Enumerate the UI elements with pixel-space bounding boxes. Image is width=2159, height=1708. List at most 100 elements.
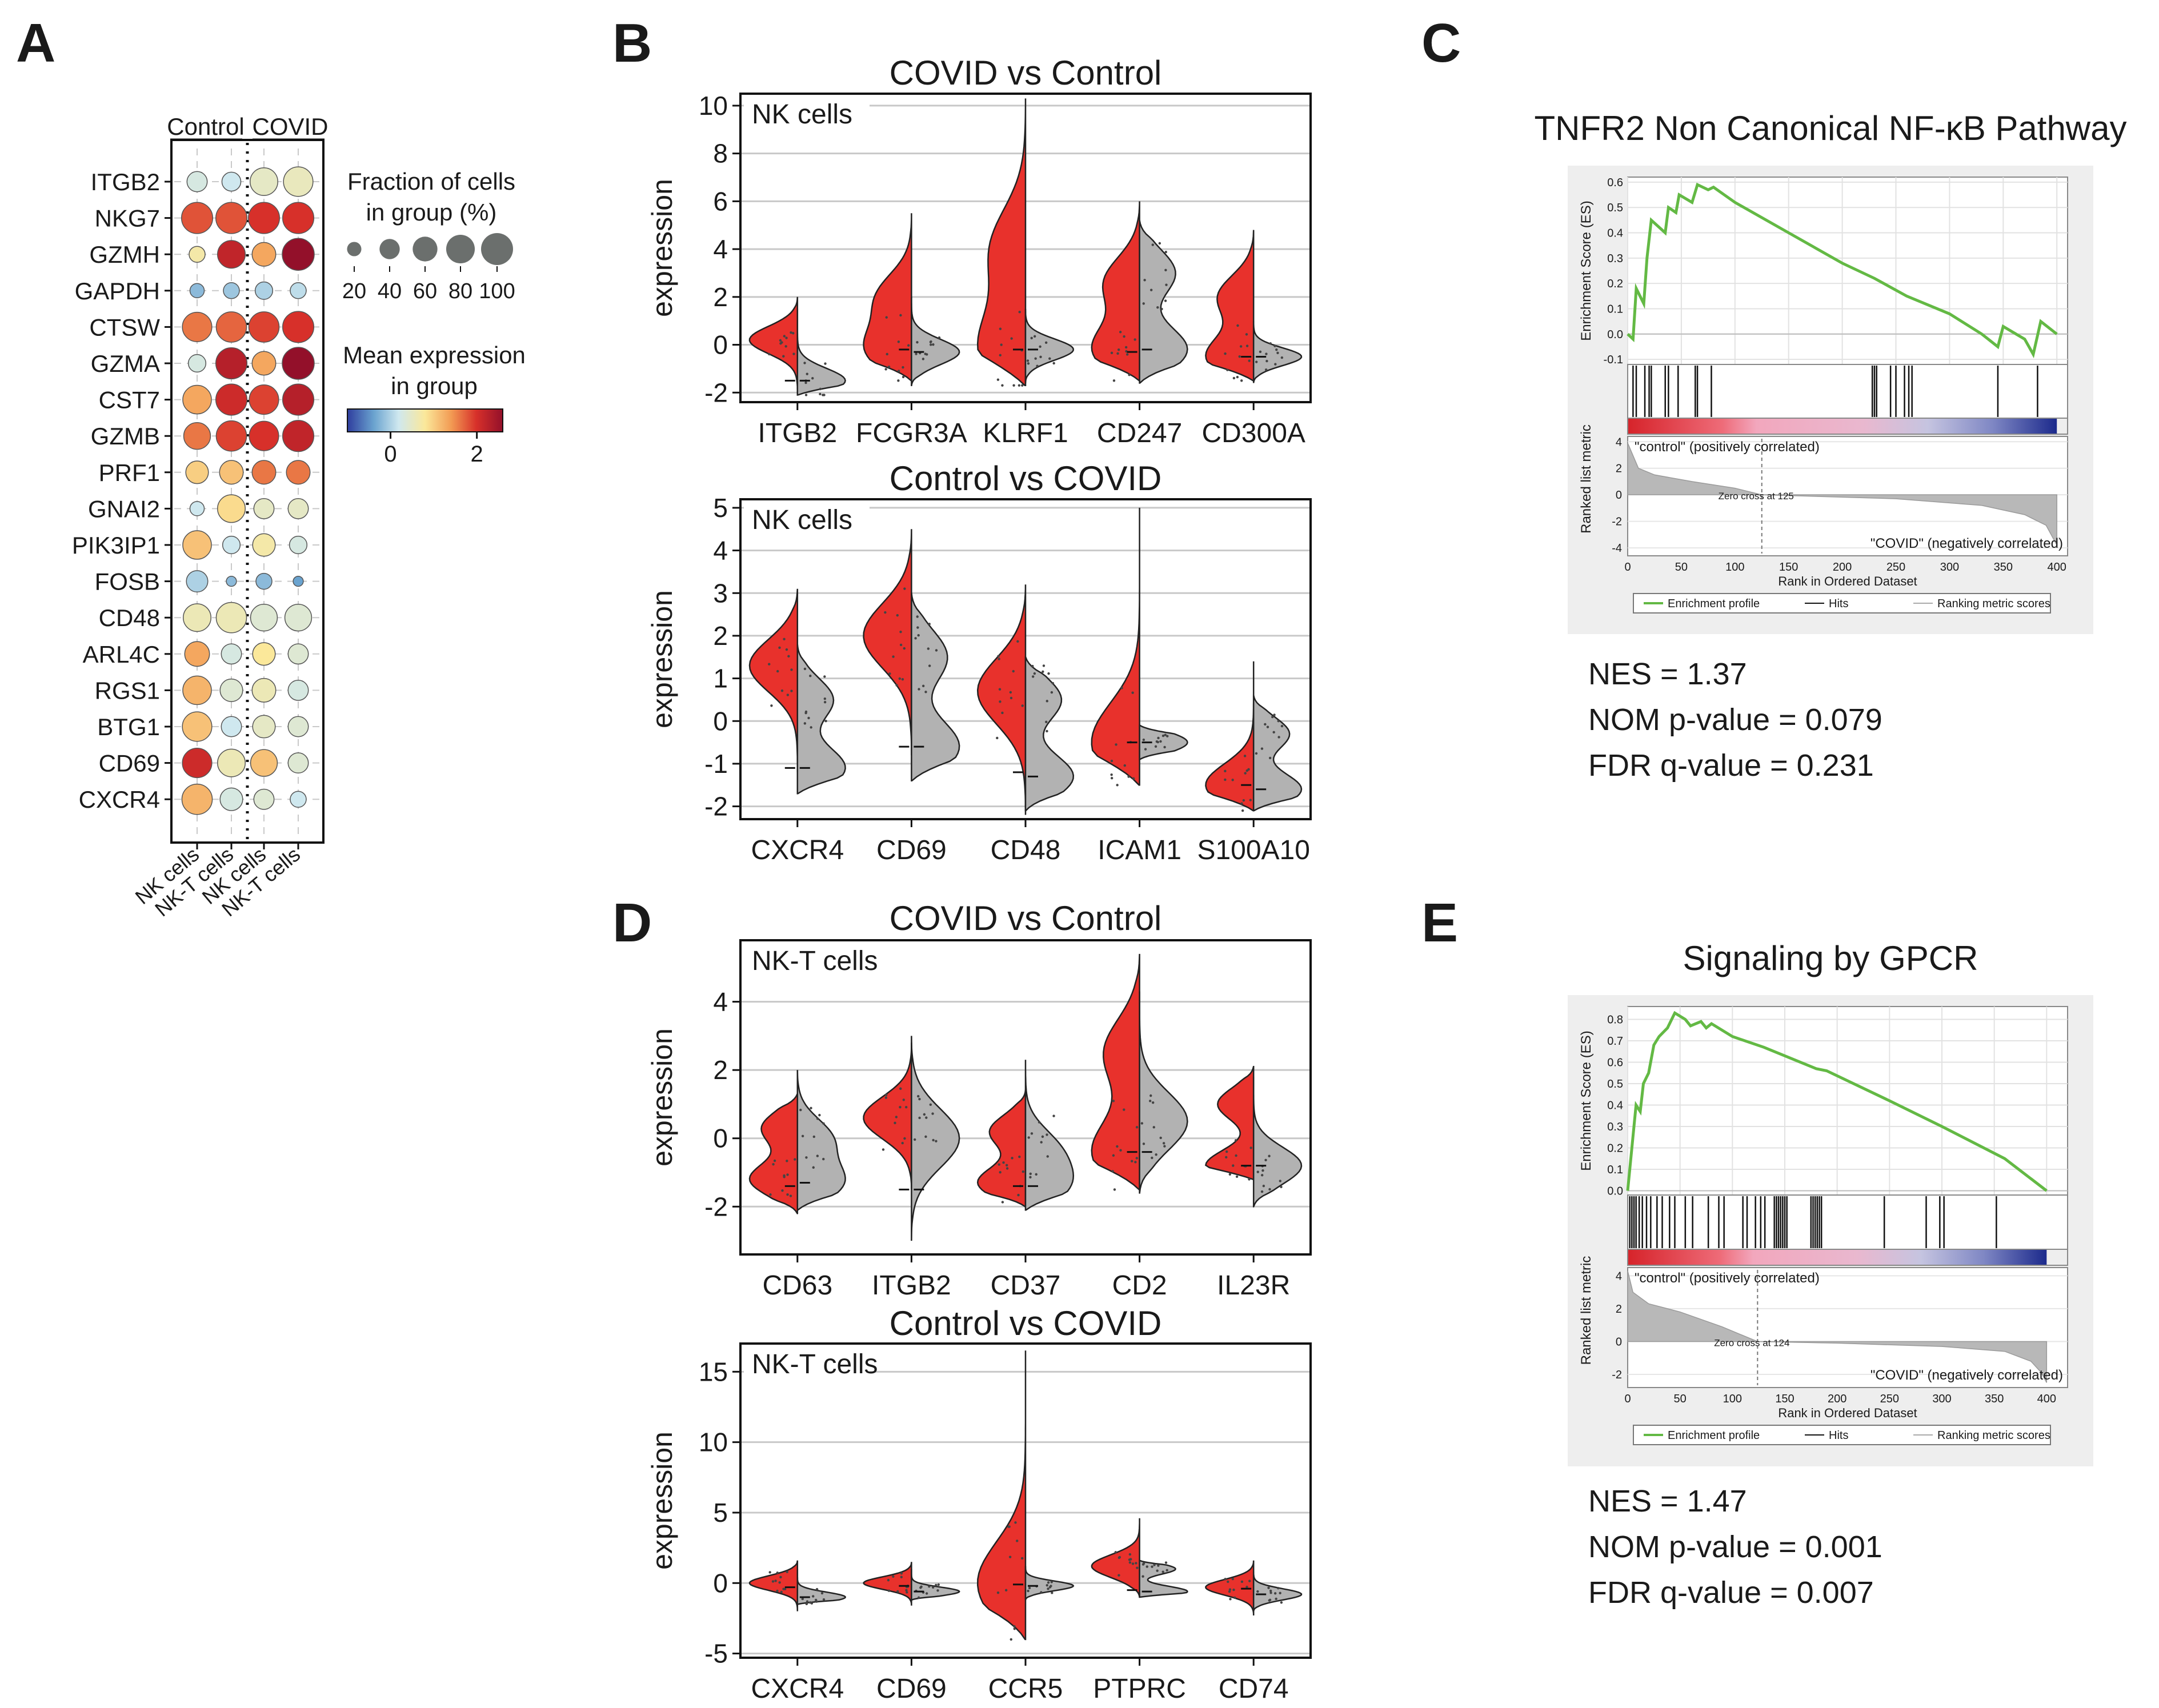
violin-point xyxy=(1266,725,1269,728)
violin-ytick-label: 3 xyxy=(713,578,728,608)
violin-xtick-label: ITGB2 xyxy=(872,1270,951,1301)
violin-point xyxy=(1116,1145,1119,1148)
gsea-es-ytick: 0.5 xyxy=(1607,1078,1623,1090)
violin-point xyxy=(1144,748,1147,751)
violin-point xyxy=(1166,735,1169,737)
gsea-es-area xyxy=(1627,177,2068,365)
violin-point xyxy=(927,647,930,650)
violin-xtick-label: KLRF1 xyxy=(983,418,1068,448)
violin-xtick-label: S100A10 xyxy=(1197,835,1310,865)
violin-celltype-label: NK-T cells xyxy=(752,946,878,976)
dotplot-dot xyxy=(282,202,315,234)
color-legend-title-1: Mean expression xyxy=(343,342,526,368)
violin-point xyxy=(1159,1136,1162,1140)
violin-point xyxy=(803,667,807,671)
violin-frame xyxy=(739,1342,1312,1659)
violin-point xyxy=(1034,357,1037,360)
violin-ytick-label: 1 xyxy=(713,664,728,693)
violin-point xyxy=(1123,1108,1125,1111)
violin-half-right xyxy=(796,1569,846,1605)
dotplot-dot xyxy=(282,347,315,380)
gsea-es-ytick: 0.8 xyxy=(1607,1014,1623,1027)
violin-celltype-label: NK cells xyxy=(752,99,852,130)
violin-point xyxy=(1268,1154,1271,1157)
violin-point xyxy=(782,355,785,358)
violin-point xyxy=(810,1106,812,1110)
violin-point xyxy=(1029,1176,1032,1178)
gsea-legend-label: Ranking metric scores xyxy=(1937,598,2050,610)
violin-point xyxy=(779,339,782,342)
violin-point xyxy=(823,394,826,396)
panel-label-e: E xyxy=(1421,892,1458,953)
gsea-stat: FDR q-value = 0.231 xyxy=(1588,748,1874,783)
dotplot-dot xyxy=(226,575,237,587)
violin-point xyxy=(1016,640,1019,643)
violin-point xyxy=(916,626,919,629)
violin-point xyxy=(906,1591,908,1594)
dotplot-dot xyxy=(215,347,248,380)
dotplot-dot xyxy=(181,783,213,815)
violin-point xyxy=(1275,348,1278,351)
gene-label: CXCR4 xyxy=(79,786,160,813)
violin-half-left xyxy=(1204,1065,1255,1180)
violin-point xyxy=(799,1108,802,1112)
violin-point xyxy=(1248,359,1251,362)
gsea-xlabel: Rank in Ordered Dataset xyxy=(1778,574,1917,588)
dotplot-dot xyxy=(183,603,211,632)
violin-point xyxy=(1239,345,1243,348)
violin-point xyxy=(1268,756,1272,760)
violin-point xyxy=(801,1134,804,1138)
dotplot-dot xyxy=(215,311,247,343)
violin-point xyxy=(776,1571,779,1574)
violin-point xyxy=(896,614,899,617)
gsea-es-ytick: 0.4 xyxy=(1607,1100,1623,1112)
violin-point xyxy=(1051,1591,1054,1594)
violin-ytick-label: 6 xyxy=(713,186,728,216)
violin-point xyxy=(1158,242,1161,245)
violin-xtick-label: CD74 xyxy=(1219,1674,1289,1704)
violin-point xyxy=(1131,691,1134,694)
violin-point xyxy=(885,316,888,319)
violin-point xyxy=(887,365,891,368)
dotplot-dot xyxy=(282,311,315,343)
dotplot-dot xyxy=(219,678,243,702)
violin-point xyxy=(930,343,932,346)
dotplot-dot xyxy=(217,494,246,523)
violin-point xyxy=(928,623,931,626)
violin-point xyxy=(895,684,898,687)
dotplot-dot xyxy=(286,460,311,485)
violin-point xyxy=(781,1189,784,1192)
violin-xtick-label: ITGB2 xyxy=(758,418,837,448)
violin-ytick-label: 10 xyxy=(699,91,728,121)
gene-label: GZMB xyxy=(91,423,160,450)
violin-half-left xyxy=(748,296,799,393)
violin-point xyxy=(1162,1142,1165,1145)
gsea-es-ytick: 0.7 xyxy=(1607,1035,1623,1048)
gsea-enrichment-line xyxy=(1626,1011,2048,1192)
violin-point xyxy=(824,719,827,723)
panel-label-d: D xyxy=(612,892,652,953)
violin-point xyxy=(1112,1100,1115,1102)
violin-point xyxy=(925,1592,928,1595)
violin-point xyxy=(786,1160,788,1162)
gsea-xtick: 50 xyxy=(1675,561,1688,574)
gsea-control-label: "control" (positively correlated) xyxy=(1635,439,1820,455)
violin-point xyxy=(1280,724,1284,728)
violin-point xyxy=(1123,335,1125,338)
violin-point xyxy=(1271,715,1274,719)
violin-half-right xyxy=(796,308,846,396)
gsea-xtick: 250 xyxy=(1880,1393,1899,1405)
dotplot-dot xyxy=(250,749,278,777)
violin-point xyxy=(776,1589,779,1593)
violin-point xyxy=(1224,769,1227,773)
dotplot-dot xyxy=(250,604,278,632)
gsea-es-ylabel: Enrichment Score (ES) xyxy=(1579,1031,1594,1170)
violin-point xyxy=(1245,344,1249,347)
gsea-xtick: 100 xyxy=(1723,1393,1742,1405)
violin-point xyxy=(823,675,826,678)
violin-celltype-bg xyxy=(744,1347,870,1381)
violin-point xyxy=(1030,336,1033,340)
violin-point xyxy=(768,1571,771,1574)
violin-point xyxy=(929,1103,932,1106)
gene-label: PIK3IP1 xyxy=(72,532,160,559)
